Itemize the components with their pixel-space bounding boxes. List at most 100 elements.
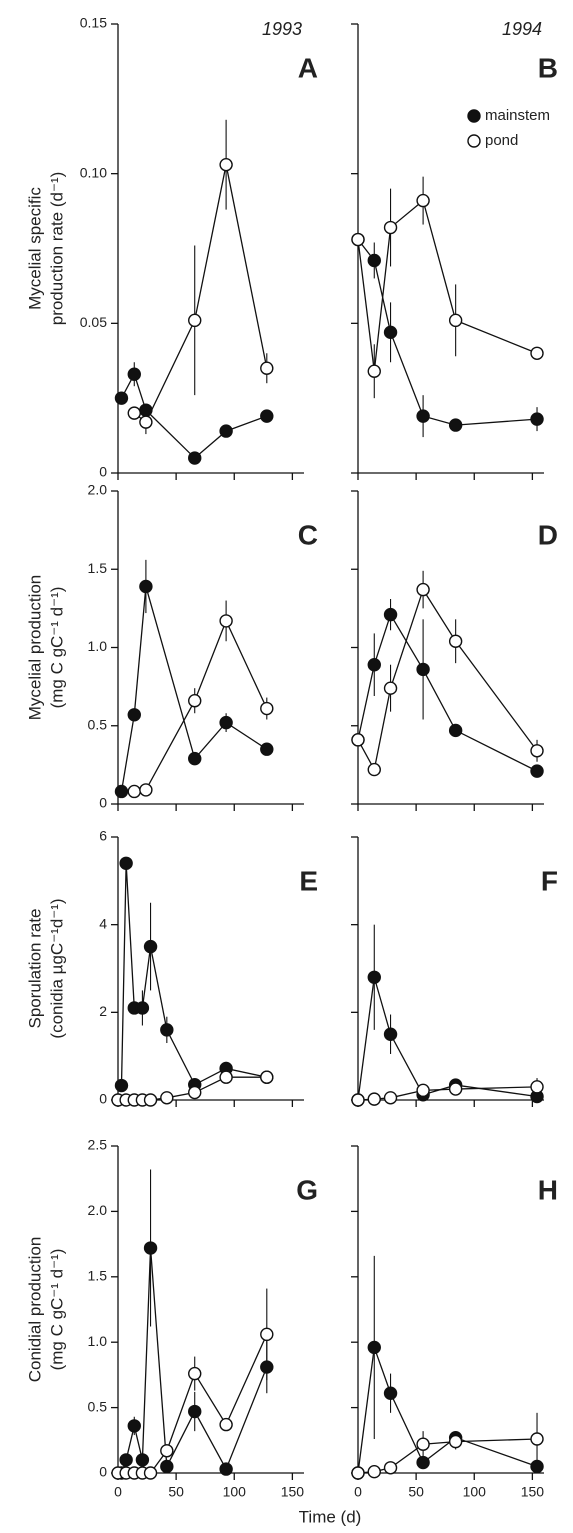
- data-point: [351, 1466, 365, 1480]
- y-tick-label: 0.15: [80, 15, 107, 31]
- y-tick-label: 2.0: [88, 482, 108, 498]
- y-axis-label: (mg C gC⁻¹ d⁻¹): [47, 587, 66, 709]
- data-point: [367, 253, 381, 268]
- series-line: [357, 613, 538, 772]
- y-tick-label: 0.10: [80, 164, 107, 180]
- panel-letter: F: [541, 865, 558, 896]
- panel-letter: D: [538, 519, 558, 550]
- y-tick-label: 0: [99, 1464, 107, 1480]
- y-tick-label: 0: [99, 795, 107, 811]
- y-tick-label: 2.5: [88, 1137, 108, 1153]
- data-point: [188, 751, 202, 766]
- data-point: [119, 856, 133, 870]
- data-point: [260, 1070, 274, 1084]
- y-tick-label: 1.5: [88, 1268, 108, 1284]
- data-point: [139, 783, 153, 797]
- data-point: [367, 364, 381, 378]
- data-point: [367, 658, 381, 672]
- y-axis-label: (conidia µgC⁻¹d⁻¹): [47, 898, 66, 1038]
- data-point: [416, 1083, 430, 1098]
- data-point: [448, 1082, 463, 1096]
- y-axis-label: Conidial production: [25, 1237, 44, 1383]
- data-point: [260, 409, 274, 423]
- x-tick-label: 50: [408, 1484, 424, 1500]
- y-tick-label: 0.05: [80, 314, 107, 330]
- data-point: [530, 1432, 544, 1446]
- data-point: [127, 367, 141, 381]
- data-point: [448, 418, 463, 432]
- data-point: [383, 1027, 398, 1041]
- y-tick-label: 6: [99, 828, 107, 844]
- data-point: [383, 1461, 398, 1475]
- y-axis-label: Mycelial production: [25, 575, 44, 721]
- data-point: [383, 1091, 398, 1105]
- panel-letter: C: [298, 519, 318, 550]
- data-point: [135, 1453, 150, 1467]
- data-point: [160, 1091, 174, 1105]
- axis-frame: [117, 491, 304, 805]
- data-point: [260, 1327, 274, 1342]
- data-point: [188, 694, 202, 708]
- series-line: [120, 863, 267, 1086]
- legend-marker: [467, 109, 481, 123]
- year-label: 1993: [262, 19, 302, 39]
- data-point: [530, 412, 544, 426]
- data-point: [367, 1464, 381, 1479]
- y-tick-label: 0: [99, 464, 107, 480]
- panel-letter: A: [298, 52, 318, 83]
- y-tick-label: 1.0: [88, 1333, 108, 1349]
- legend-marker: [467, 134, 481, 148]
- x-tick-label: 0: [114, 1484, 122, 1500]
- data-point: [114, 1078, 129, 1093]
- data-point: [416, 582, 430, 597]
- data-point: [530, 1459, 544, 1474]
- data-point: [143, 1241, 158, 1255]
- data-point: [416, 1455, 430, 1470]
- series-line: [120, 1247, 268, 1474]
- axis-frame: [117, 837, 304, 1101]
- data-point: [416, 409, 430, 423]
- data-point: [219, 1070, 233, 1084]
- data-point: [188, 1404, 202, 1419]
- x-tick-label: 100: [223, 1484, 247, 1500]
- data-point: [139, 415, 153, 429]
- y-axis-label: (mg C gC⁻¹ d⁻¹): [47, 1249, 66, 1371]
- y-axis-label: Sporulation rate: [25, 908, 44, 1028]
- data-point: [383, 607, 398, 622]
- panel-letter: E: [299, 865, 318, 896]
- axis-frame: [357, 1146, 544, 1474]
- data-point: [188, 313, 202, 328]
- x-tick-label: 0: [354, 1484, 362, 1500]
- data-point: [219, 1462, 233, 1476]
- data-point: [448, 723, 463, 738]
- data-point: [530, 1080, 544, 1094]
- data-point: [351, 1093, 365, 1107]
- legend-label: pond: [485, 132, 518, 149]
- data-point: [160, 1444, 174, 1458]
- data-point: [160, 1459, 174, 1474]
- data-point: [143, 1466, 158, 1480]
- data-point: [448, 313, 463, 328]
- x-axis-label: Time (d): [299, 1507, 362, 1526]
- data-point: [219, 157, 233, 172]
- data-point: [448, 634, 463, 648]
- data-point: [114, 784, 129, 799]
- series-line: [357, 1347, 538, 1474]
- y-tick-label: 0.5: [88, 1398, 108, 1414]
- data-point: [139, 403, 153, 417]
- y-axis-label: production rate (d⁻¹): [47, 172, 66, 326]
- data-point: [367, 762, 381, 777]
- x-tick-label: 150: [521, 1484, 545, 1500]
- data-point: [219, 614, 233, 628]
- y-tick-label: 1.0: [88, 638, 108, 654]
- x-tick-label: 100: [463, 1484, 487, 1500]
- data-point: [143, 939, 158, 954]
- legend-label: mainstem: [485, 107, 550, 124]
- data-point: [160, 1023, 174, 1037]
- data-point: [188, 1366, 202, 1381]
- data-point: [119, 1453, 133, 1467]
- data-point: [416, 193, 430, 208]
- panel-letter: B: [538, 52, 558, 83]
- y-tick-label: 0: [99, 1091, 107, 1107]
